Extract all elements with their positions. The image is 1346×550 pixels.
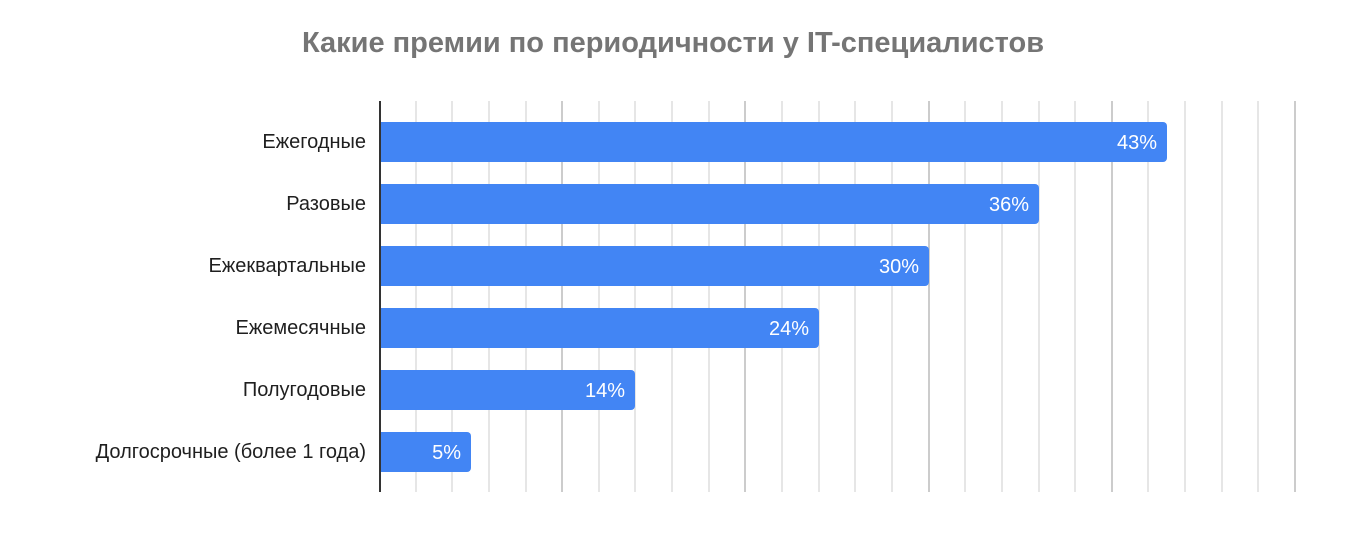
bar: 5% <box>379 432 471 472</box>
gridline <box>891 101 893 492</box>
gridline <box>818 101 820 492</box>
category-label: Долгосрочные (более 1 года) <box>95 441 366 463</box>
bar: 14% <box>379 370 635 410</box>
gridline <box>488 101 490 492</box>
gridline <box>415 101 417 492</box>
bar-value-label: 5% <box>432 442 461 464</box>
gridline <box>1111 101 1113 492</box>
gridline <box>1001 101 1003 492</box>
category-label: Ежемесячные <box>235 317 366 339</box>
gridline <box>1074 101 1076 492</box>
gridline <box>1184 101 1186 492</box>
gridline <box>781 101 783 492</box>
category-label: Ежегодные <box>262 131 366 153</box>
gridline <box>561 101 563 492</box>
gridline <box>598 101 600 492</box>
bar-value-label: 24% <box>768 318 809 340</box>
gridline <box>708 101 710 492</box>
gridline <box>928 101 930 492</box>
gridline <box>634 101 636 492</box>
category-label: Разовые <box>286 193 366 215</box>
bar-value-label: 43% <box>1116 132 1157 154</box>
chart-title: Какие премии по периодичности у IT-специ… <box>301 27 1045 59</box>
bar: 43% <box>379 122 1167 162</box>
bar-value-label: 14% <box>584 380 625 402</box>
gridline <box>1147 101 1149 492</box>
gridline <box>1294 101 1296 492</box>
bar: 36% <box>379 184 1039 224</box>
gridline <box>525 101 527 492</box>
y-axis-line <box>379 101 381 492</box>
gridline <box>671 101 673 492</box>
category-label: Полугодовые <box>242 379 366 401</box>
gridline <box>1038 101 1040 492</box>
plot-area: 43% 36% 30% 24% 14% 5% <box>379 101 1296 492</box>
gridline <box>451 101 453 492</box>
bar-value-label: 36% <box>988 194 1029 216</box>
bar: 30% <box>379 246 929 286</box>
gridline <box>964 101 966 492</box>
gridline <box>1221 101 1223 492</box>
gridline <box>744 101 746 492</box>
gridline <box>854 101 856 492</box>
bar-value-label: 30% <box>878 256 919 278</box>
bar: 24% <box>379 308 819 348</box>
category-label: Ежеквартальные <box>208 255 367 277</box>
gridline <box>1257 101 1259 492</box>
